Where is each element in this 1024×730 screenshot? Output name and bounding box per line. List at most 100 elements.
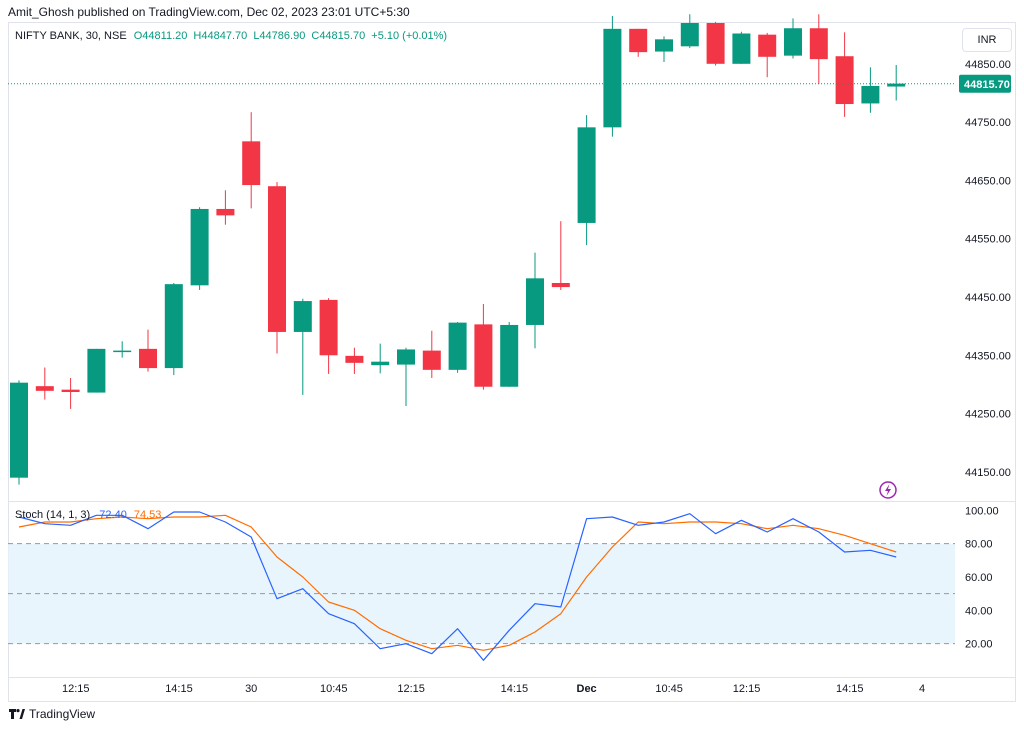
- candle[interactable]: [629, 28, 648, 57]
- candle[interactable]: [293, 298, 312, 395]
- time-tick-label: 10:45: [320, 683, 348, 695]
- stoch-name[interactable]: Stoch (14, 1, 3): [15, 509, 91, 521]
- last-price-label-box: [959, 74, 1011, 93]
- stoch-tick-label: 100.00: [965, 505, 999, 517]
- candle-body: [706, 23, 725, 64]
- time-tick-label: 12:15: [733, 683, 761, 695]
- candle-body: [500, 324, 519, 387]
- candle-body: [526, 278, 544, 325]
- candle[interactable]: [35, 367, 54, 400]
- publisher-line: Amit_Ghosh published on TradingView.com,…: [8, 5, 410, 19]
- candle[interactable]: [835, 32, 854, 117]
- time-tick-label: 14:15: [501, 683, 529, 695]
- candle-body: [603, 28, 622, 128]
- candle[interactable]: [242, 112, 261, 209]
- candle[interactable]: [551, 221, 570, 290]
- price-tick-label: 44650.00: [965, 175, 1011, 187]
- candle[interactable]: [345, 347, 364, 374]
- candle-body: [190, 208, 209, 286]
- candle[interactable]: [758, 32, 777, 78]
- candle[interactable]: [526, 252, 544, 349]
- candle-body: [87, 348, 106, 393]
- lightning-icon-ring: [879, 481, 897, 499]
- lightning-icon[interactable]: [879, 481, 897, 499]
- high-value: H44847.70: [193, 30, 248, 42]
- currency-button[interactable]: INR: [962, 28, 1012, 52]
- candle[interactable]: [61, 378, 80, 409]
- candle-body: [448, 322, 467, 370]
- candle[interactable]: [474, 303, 493, 390]
- brand-label: TradingView: [29, 707, 96, 721]
- candle-body: [422, 350, 441, 370]
- candle[interactable]: [319, 298, 338, 374]
- candle-body: [216, 208, 235, 216]
- candle[interactable]: [371, 343, 390, 374]
- candle[interactable]: [190, 207, 209, 290]
- candle[interactable]: [448, 322, 467, 373]
- candle-body: [809, 28, 828, 60]
- candle[interactable]: [268, 182, 286, 354]
- stoch-k-line: [18, 511, 897, 661]
- stoch-tick-label: 40.00: [965, 605, 993, 617]
- close-value: C44815.70: [311, 30, 366, 42]
- last-price-label: 44815.70: [964, 79, 1010, 91]
- price-tick-label: 44750.00: [965, 117, 1011, 129]
- candle-body: [551, 282, 570, 288]
- candle[interactable]: [784, 18, 802, 59]
- time-tick-label: 30: [245, 683, 257, 695]
- candle[interactable]: [655, 36, 673, 63]
- candle-body: [577, 127, 596, 223]
- price-tick-label: 44450.00: [965, 292, 1011, 304]
- time-tick-label: 14:15: [836, 683, 864, 695]
- candle[interactable]: [887, 64, 906, 101]
- open-value: O44811.20: [133, 30, 188, 42]
- price-tick-label: 44250.00: [965, 409, 1011, 421]
- candle-body: [835, 56, 854, 105]
- candle[interactable]: [500, 322, 519, 387]
- candle-body: [242, 141, 261, 186]
- candle-body: [629, 28, 648, 53]
- change-value: +5.10 (+0.01%): [371, 30, 448, 42]
- candle-body: [268, 186, 286, 332]
- candle-body: [655, 39, 673, 52]
- candle[interactable]: [87, 348, 106, 393]
- candle[interactable]: [577, 115, 596, 246]
- candle[interactable]: [216, 190, 235, 225]
- candle[interactable]: [861, 67, 880, 113]
- candle-body: [732, 33, 751, 64]
- candle-body: [35, 386, 54, 391]
- candle[interactable]: [10, 380, 28, 485]
- candle[interactable]: [422, 330, 441, 379]
- price-tick-label: 44150.00: [965, 467, 1011, 479]
- symbol-label[interactable]: NIFTY BANK, 30, NSE: [15, 30, 127, 42]
- tradingview-brand[interactable]: TradingView: [9, 707, 95, 721]
- candle[interactable]: [113, 341, 132, 358]
- tradingview-logo-icon: [9, 709, 25, 719]
- candle[interactable]: [809, 14, 828, 85]
- chart-frame: [8, 22, 1016, 702]
- candle-body: [861, 85, 880, 104]
- candle[interactable]: [706, 21, 725, 66]
- candle[interactable]: [680, 14, 699, 49]
- candle-body: [319, 299, 338, 356]
- candle[interactable]: [139, 329, 157, 372]
- candle-body: [293, 301, 312, 332]
- time-tick-label: 4: [919, 683, 925, 695]
- candle-body: [474, 324, 493, 387]
- candle-body: [680, 23, 699, 47]
- candle[interactable]: [603, 16, 622, 137]
- candle[interactable]: [164, 282, 183, 376]
- time-tick-label: 14:15: [165, 683, 193, 695]
- candle-body: [10, 382, 28, 478]
- candle-body: [371, 361, 390, 366]
- candle-body: [164, 284, 183, 369]
- time-tick-label: Dec: [577, 683, 597, 695]
- candle-body: [345, 355, 364, 363]
- stoch-tick-label: 60.00: [965, 572, 993, 584]
- candle[interactable]: [397, 347, 415, 406]
- time-tick-label: 10:45: [655, 683, 683, 695]
- candle-body: [61, 389, 80, 392]
- candle[interactable]: [732, 31, 751, 64]
- candle-body: [397, 349, 415, 365]
